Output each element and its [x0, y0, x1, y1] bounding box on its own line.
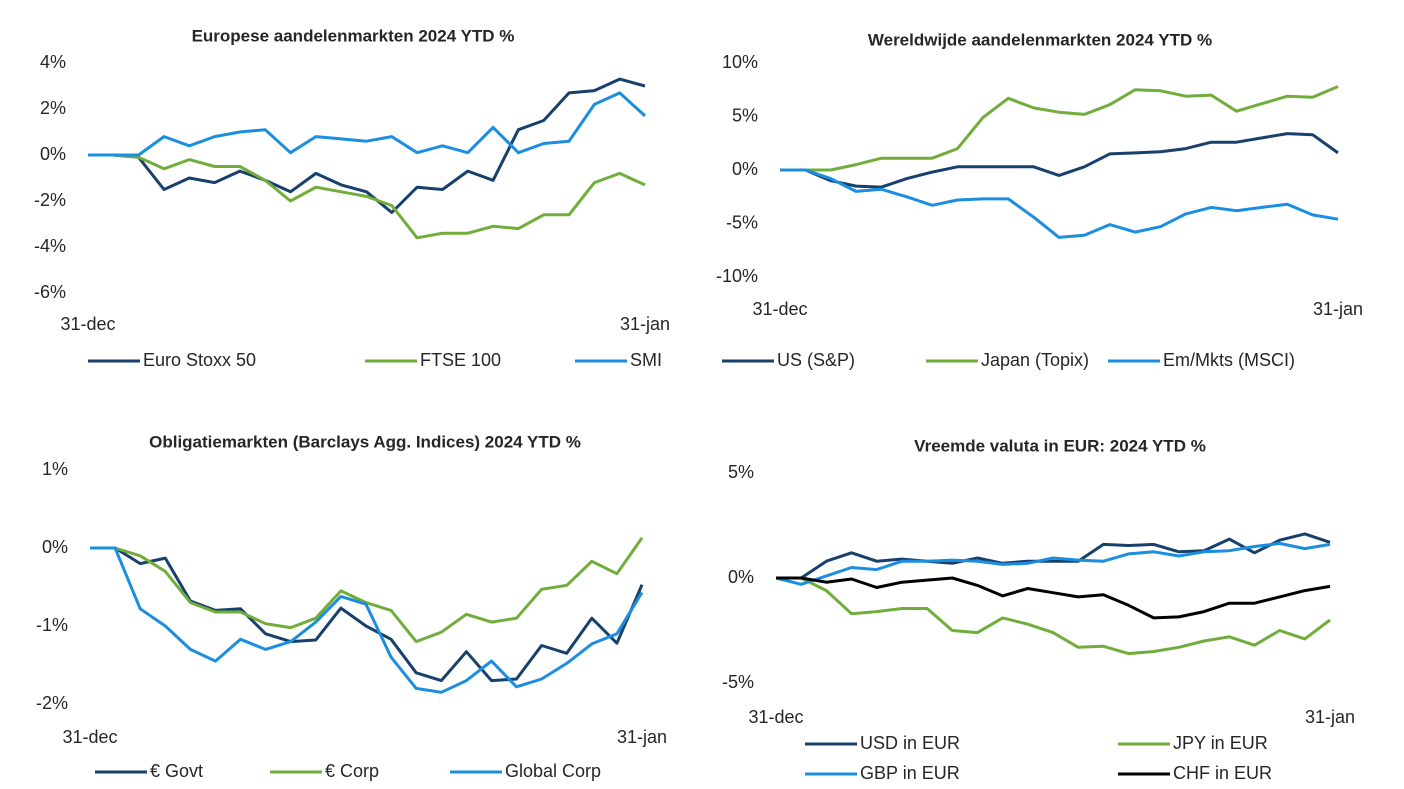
- legend-label: GBP in EUR: [860, 763, 960, 783]
- data-line: [90, 537, 644, 644]
- chart-title: Wereldwijde aandelenmarkten 2024 YTD %: [868, 30, 1212, 49]
- y-tick-label: 0%: [732, 159, 758, 179]
- data-line: [88, 153, 646, 240]
- data-line: [775, 541, 1331, 586]
- y-tick-label: 5%: [732, 105, 758, 125]
- y-tick-label: -5%: [726, 212, 758, 232]
- legend-label: JPY in EUR: [1173, 733, 1268, 753]
- legend-label: USD in EUR: [860, 733, 960, 753]
- x-tick-label: 31-dec: [60, 314, 115, 334]
- legend-label: Japan (Topix): [981, 350, 1089, 370]
- chart-title: Obligatiemarkten (Barclays Agg. Indices)…: [149, 432, 581, 451]
- data-line: [88, 77, 646, 214]
- legend-label: Euro Stoxx 50: [143, 350, 256, 370]
- x-tick-label: 31-jan: [620, 314, 670, 334]
- y-tick-label: 0%: [728, 567, 754, 587]
- y-tick-label: -4%: [34, 236, 66, 256]
- data-line: [780, 168, 1339, 239]
- data-line: [90, 546, 644, 683]
- y-tick-label: 0%: [40, 144, 66, 164]
- y-tick-label: -10%: [716, 266, 758, 286]
- data-line: [776, 576, 1331, 656]
- chart-title: Vreemde valuta in EUR: 2024 YTD %: [914, 436, 1206, 455]
- y-tick-label: 2%: [40, 98, 66, 118]
- y-tick-label: 5%: [728, 462, 754, 482]
- legend-label: CHF in EUR: [1173, 763, 1272, 783]
- y-tick-label: 4%: [40, 52, 66, 72]
- legend-label: Em/Mkts (MSCI): [1163, 350, 1295, 370]
- data-line: [88, 91, 647, 157]
- x-tick-label: 31-dec: [752, 299, 807, 319]
- data-line: [90, 546, 644, 694]
- y-tick-label: 0%: [42, 537, 68, 557]
- y-tick-label: -2%: [34, 190, 66, 210]
- y-tick-label: 1%: [42, 459, 68, 479]
- data-line: [776, 532, 1331, 580]
- data-line: [780, 85, 1339, 172]
- y-tick-label: -6%: [34, 282, 66, 302]
- y-tick-label: -2%: [36, 693, 68, 713]
- x-tick-label: 31-dec: [748, 707, 803, 727]
- x-tick-label: 31-jan: [1305, 707, 1355, 727]
- x-tick-label: 31-jan: [1313, 299, 1363, 319]
- x-tick-label: 31-jan: [617, 727, 667, 747]
- legend-label: Global Corp: [505, 761, 601, 781]
- chart-title: Europese aandelenmarkten 2024 YTD %: [192, 26, 515, 45]
- legend-label: € Corp: [325, 761, 379, 781]
- legend-label: SMI: [630, 350, 662, 370]
- y-tick-label: 10%: [722, 52, 758, 72]
- data-line: [776, 576, 1331, 620]
- legend-label: FTSE 100: [420, 350, 501, 370]
- legend-label: US (S&P): [777, 350, 855, 370]
- legend-label: € Govt: [150, 761, 203, 781]
- y-tick-label: -1%: [36, 615, 68, 635]
- y-tick-label: -5%: [722, 672, 754, 692]
- x-tick-label: 31-dec: [62, 727, 117, 747]
- data-line: [780, 132, 1339, 189]
